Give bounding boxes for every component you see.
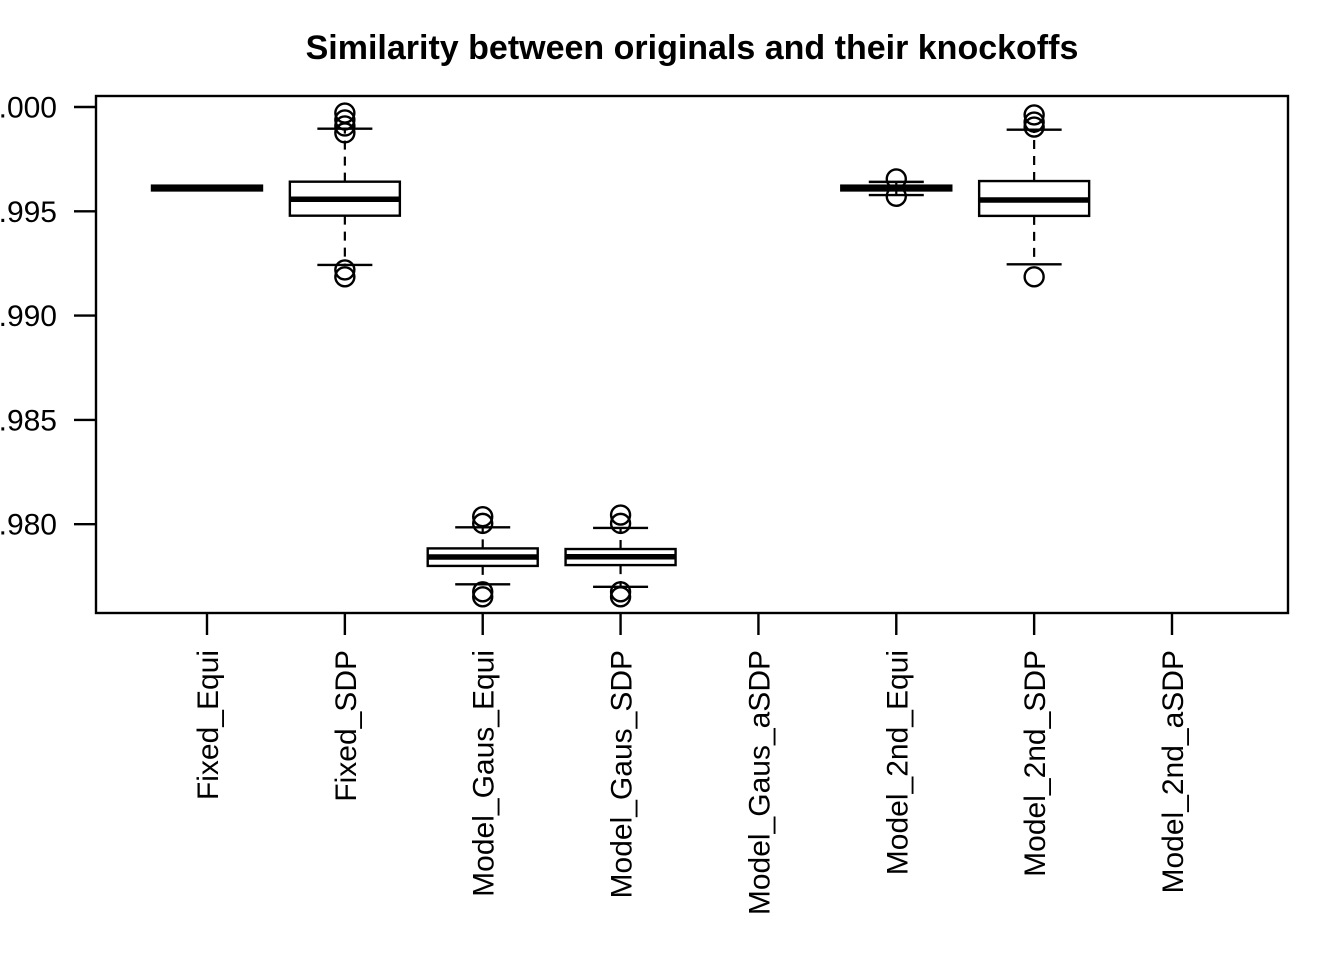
- x-category-label: Fixed_SDP: [330, 650, 363, 802]
- outlier-point: [334, 122, 356, 144]
- x-axis: Fixed_Equi Fixed_SDP Model_Gaus_Equi Model_…: [192, 613, 1190, 915]
- x-category-label: Model_2nd_SDP: [1019, 650, 1052, 877]
- y-tick-label: 0.985: [0, 404, 57, 437]
- outlier-point: [334, 115, 356, 137]
- box-group: [840, 168, 953, 207]
- outlier-point: [334, 266, 356, 288]
- y-axis: 1.000 0.995 0.990 0.985 0.980: [0, 92, 96, 542]
- y-tick-label: 0.995: [0, 196, 57, 229]
- y-tick-label: 0.990: [0, 300, 57, 333]
- box-group: [977, 104, 1091, 288]
- x-category-label: Model_Gaus_Equi: [468, 650, 501, 897]
- outlier-point: [609, 586, 632, 608]
- x-category-label: Model_2nd_Equi: [881, 650, 914, 875]
- outlier-point: [1023, 104, 1045, 126]
- outlier-point: [472, 505, 494, 528]
- outlier-point: [1023, 266, 1045, 288]
- outlier-point: [334, 109, 356, 131]
- box-group: [426, 505, 539, 608]
- outlier-point: [472, 512, 494, 535]
- box-group: [564, 504, 677, 608]
- outlier-point: [1023, 116, 1045, 138]
- outlier-point: [472, 581, 494, 603]
- x-category-label: Model_Gaus_SDP: [606, 650, 639, 898]
- box-group: [150, 184, 264, 192]
- outlier-point: [609, 512, 632, 535]
- x-category-label: Model_2nd_aSDP: [1157, 650, 1190, 894]
- outlier-point: [334, 259, 356, 281]
- y-tick-label: 0.980: [0, 509, 57, 542]
- outlier-point: [885, 185, 907, 207]
- x-category-label: Fixed_Equi: [192, 650, 225, 800]
- y-tick-label: 1.000: [0, 92, 57, 125]
- outlier-point: [609, 504, 632, 526]
- outlier-point: [885, 168, 907, 190]
- boxes-layer: [150, 102, 1091, 608]
- outlier-point: [1023, 111, 1045, 133]
- outlier-point: [472, 586, 494, 608]
- plot-border: [94, 94, 1290, 615]
- chart-title: Similarity between originals and their k…: [306, 29, 1079, 67]
- outlier-point: [609, 581, 632, 603]
- box-group: [288, 102, 402, 288]
- x-category-label: Model_Gaus_aSDP: [743, 650, 776, 915]
